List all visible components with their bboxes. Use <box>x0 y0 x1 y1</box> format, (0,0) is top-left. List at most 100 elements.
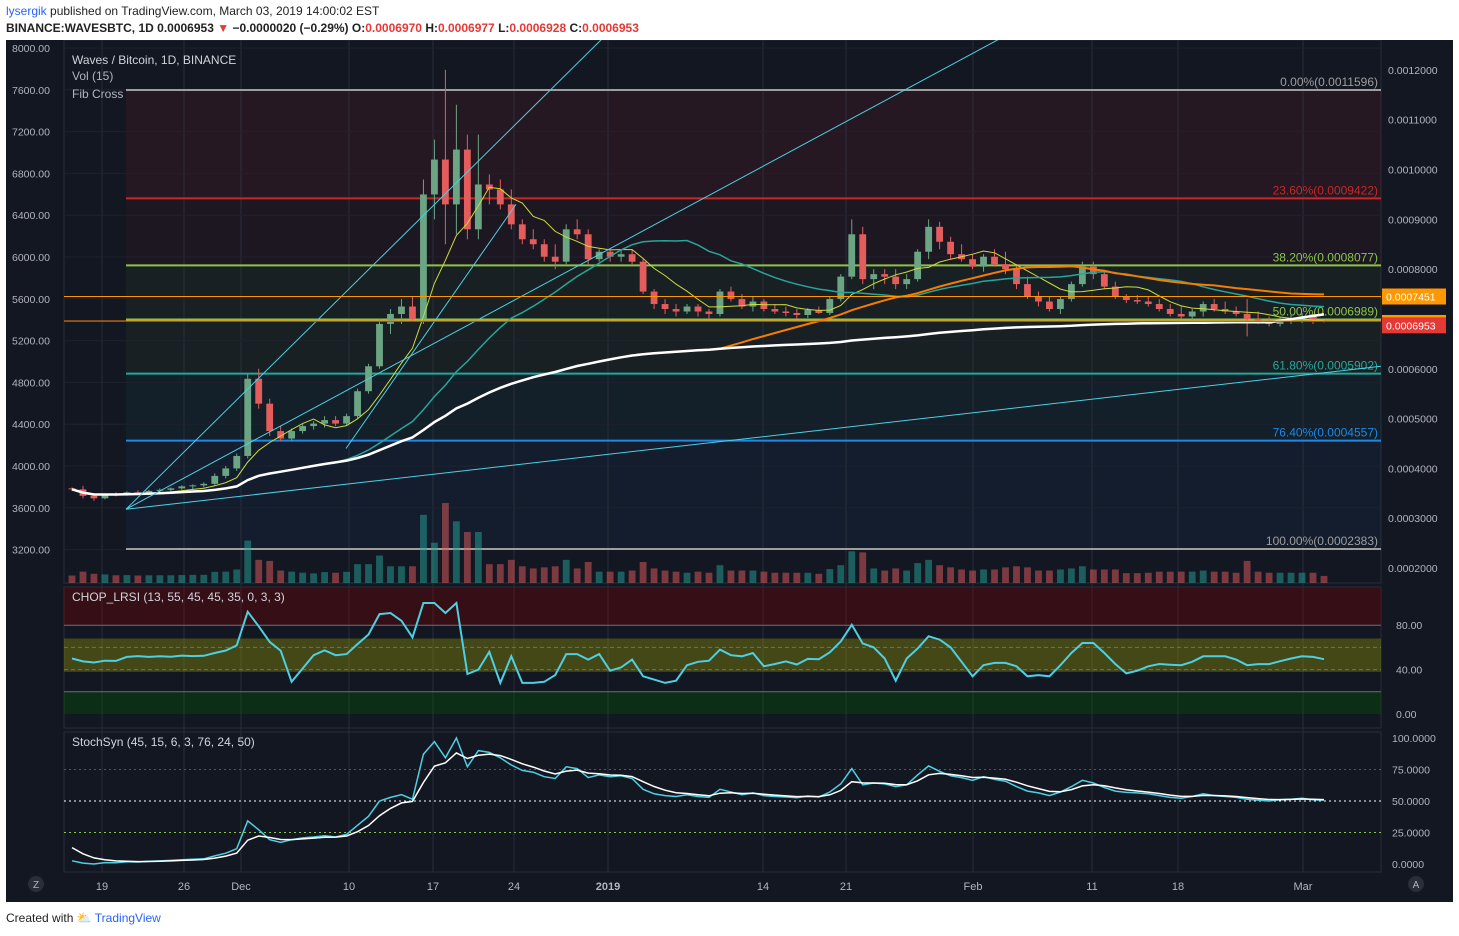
stoch-axis-label: 0.0000 <box>1392 859 1424 871</box>
volume-bar <box>914 563 922 583</box>
volume-bar <box>606 571 614 583</box>
x-tick-label: Mar <box>1294 881 1313 893</box>
volume-bar <box>343 571 350 583</box>
candle <box>299 426 307 432</box>
candle <box>606 251 614 257</box>
candle <box>859 234 867 280</box>
close-value: 0.0006953 <box>582 21 639 35</box>
chart-area[interactable]: 19 26 Dec 10 17 24 2019 14 21 Feb 11 18 Mar 8000.00 76… <box>6 29 1453 902</box>
volume-bar <box>584 562 592 583</box>
candle <box>156 489 164 491</box>
trend-ray <box>125 29 1017 510</box>
candle <box>474 184 482 230</box>
volume-bar <box>277 570 285 583</box>
candle <box>870 274 878 280</box>
last-price: 0.0006953 <box>157 21 214 35</box>
volume-bar <box>1057 569 1064 583</box>
x-tick-label: 19 <box>96 881 108 893</box>
candle <box>969 259 976 267</box>
candle <box>782 311 790 313</box>
candle <box>211 475 219 484</box>
volume-bar <box>958 569 965 583</box>
volume-bar <box>1210 571 1218 583</box>
candle <box>332 420 339 424</box>
candle <box>101 494 109 499</box>
candle <box>1144 301 1152 305</box>
candle <box>1122 296 1130 301</box>
volume-bar <box>474 532 482 583</box>
candle <box>1013 269 1020 285</box>
volume-bar <box>1111 569 1119 583</box>
trend-ray <box>125 29 612 510</box>
fib-level-label: 23.60%(0.0009422) <box>1273 183 1378 197</box>
volume-bar <box>1232 572 1240 583</box>
candle <box>90 495 98 499</box>
candle <box>925 226 933 252</box>
volume-bar <box>683 572 691 583</box>
author-link[interactable]: lysergik <box>6 4 47 18</box>
candle <box>441 159 449 205</box>
chop-axis-label: 0.00 <box>1396 709 1417 721</box>
tradingview-brand[interactable]: TradingView <box>94 911 161 925</box>
right-axis-label: 0.0004000 <box>1388 463 1438 475</box>
published-text: published on TradingView.com, March 03, … <box>50 4 380 18</box>
volume-bar <box>1243 560 1251 583</box>
volume-bar <box>540 567 548 583</box>
candle <box>233 455 241 469</box>
candle <box>178 486 186 489</box>
symbol-name: BINANCE:WAVESBTC, 1D <box>6 21 154 35</box>
candle <box>826 299 834 313</box>
left-axis-label: 7200.00 <box>12 127 50 139</box>
volume-bar <box>749 570 757 583</box>
candle <box>321 420 329 424</box>
chart-svg[interactable]: 19 26 Dec 10 17 24 2019 14 21 Feb 11 18 Mar 8000.00 76… <box>6 29 1453 902</box>
left-axis-label: 3600.00 <box>12 503 50 515</box>
price-change: −0.0000020 (−0.29%) <box>232 21 349 35</box>
volume-bar <box>266 560 274 583</box>
volume-bar <box>881 570 889 583</box>
candle <box>639 261 647 292</box>
volume-bar <box>376 555 383 583</box>
candle <box>815 310 823 313</box>
candle <box>980 256 987 267</box>
timezone-icon: Z <box>33 880 39 891</box>
volume-bar <box>463 532 471 583</box>
volume-bar <box>694 571 702 583</box>
candle <box>222 468 230 476</box>
volume-bar <box>1166 571 1174 583</box>
volume-bar <box>112 575 120 583</box>
candle <box>518 224 526 240</box>
volume-bar <box>485 564 493 583</box>
right-axis-label: 0.0003000 <box>1388 513 1438 525</box>
lrsi-line <box>71 601 1325 686</box>
x-tick-label: Dec <box>231 881 251 893</box>
chart-title: Waves / Bitcoin, 1D, BINANCE <box>72 53 236 67</box>
candle <box>376 323 383 367</box>
volume-bar <box>991 569 998 583</box>
open-label: O: <box>351 21 366 35</box>
volume-bar <box>354 564 361 583</box>
trend-ray <box>345 204 517 449</box>
volume-bar <box>969 570 976 583</box>
candle <box>409 306 416 319</box>
volume-bar <box>804 572 812 583</box>
volume-bar <box>518 566 526 583</box>
volume-bar <box>980 569 987 583</box>
volume-bar <box>595 571 603 583</box>
fib-legend: Fib Cross <box>72 87 123 101</box>
tradingview-logo-icon: ⛅ <box>76 911 92 925</box>
candle <box>705 311 713 314</box>
price-tag-bg <box>1382 288 1446 305</box>
candle <box>244 378 252 456</box>
candle <box>738 299 746 307</box>
candle <box>1188 311 1196 317</box>
fib-level-label: 61.80%(0.0005902) <box>1273 359 1378 373</box>
candle <box>661 304 669 310</box>
stoch-k-line <box>71 736 1325 865</box>
footer: Created with ⛅ TradingView <box>6 911 161 925</box>
candle <box>694 306 702 312</box>
candle <box>804 310 812 315</box>
x-tick-label: 2019 <box>596 881 620 893</box>
candle <box>881 274 889 277</box>
high-label: H: <box>425 21 438 35</box>
